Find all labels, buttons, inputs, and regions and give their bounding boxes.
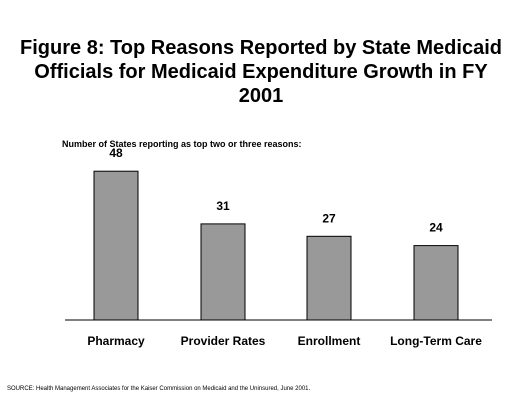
category-label: Long-Term Care [390, 334, 482, 348]
bar-long-term-care [414, 246, 458, 320]
bar-pharmacy [94, 171, 138, 320]
category-label: Provider Rates [181, 334, 266, 348]
value-label: 27 [322, 211, 336, 225]
value-label: 48 [109, 146, 123, 160]
value-label: 24 [429, 221, 443, 235]
value-label: 31 [216, 199, 230, 213]
bars-layer [94, 171, 458, 320]
source-note: SOURCE: Health Management Associates for… [7, 386, 310, 392]
category-label: Pharmacy [87, 334, 145, 348]
bar-enrollment [307, 236, 351, 320]
category-label: Enrollment [298, 334, 361, 348]
bar-provider-rates [201, 224, 245, 320]
